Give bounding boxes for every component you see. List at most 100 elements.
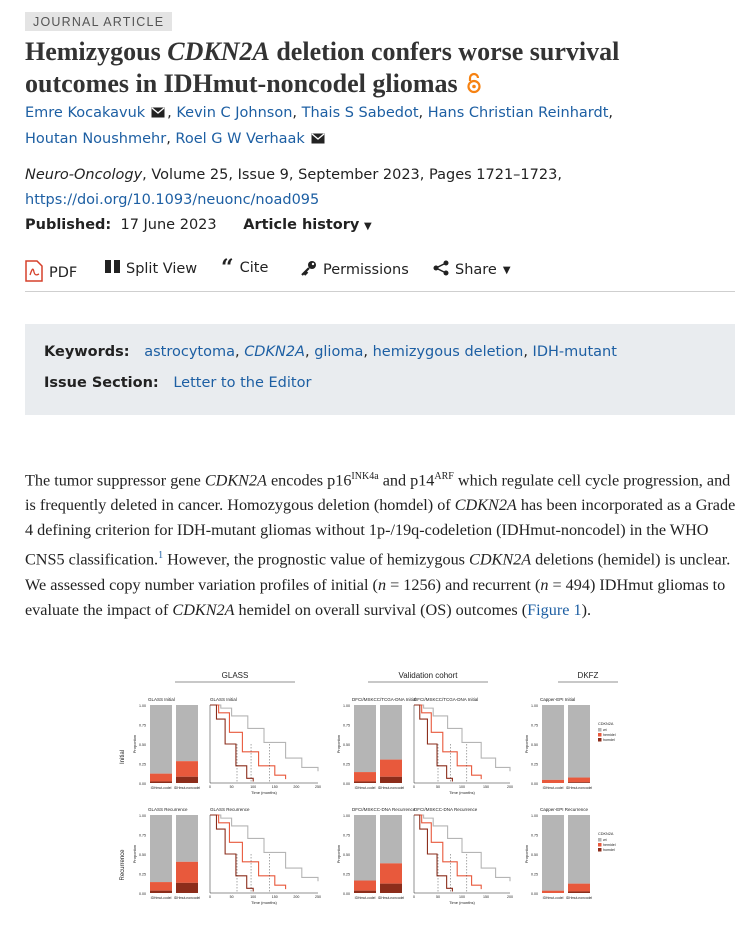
survival-curve xyxy=(414,814,453,892)
tick-label: 0.75 xyxy=(343,724,350,728)
keyword-link[interactable]: astrocytoma xyxy=(144,344,235,360)
panel-title: GLASS Recurrence xyxy=(210,807,250,812)
panel-title: Capper-EPI Recurrence xyxy=(540,807,589,812)
pdf-button[interactable]: PDF xyxy=(25,260,77,286)
legend-swatch xyxy=(598,843,602,847)
tick-label: 0.75 xyxy=(531,834,538,838)
tick-label: 1.00 xyxy=(139,814,146,818)
tick-label: 1.00 xyxy=(343,814,350,818)
tick-label: 50 xyxy=(230,785,234,789)
tick-label: 0.00 xyxy=(531,892,538,896)
tick-label: 0.25 xyxy=(531,873,538,877)
tick-label: 0.50 xyxy=(531,853,538,857)
author-link[interactable]: Kevin C Johnson xyxy=(176,105,293,121)
share-button[interactable]: Share ▼ xyxy=(433,260,511,280)
keyword-link[interactable]: glioma xyxy=(314,344,364,360)
survival-curve xyxy=(414,704,511,772)
bar-segment xyxy=(568,891,590,893)
tick-label: IDHmut-codel xyxy=(151,786,172,790)
author-link[interactable]: Houtan Noushmehr xyxy=(25,131,167,147)
keyword-link[interactable]: hemizygous deletion xyxy=(372,344,524,360)
tick-label: IDHmut-noncodel xyxy=(566,896,593,900)
legend-swatch xyxy=(598,733,602,737)
issue-section-link[interactable]: Letter to the Editor xyxy=(173,375,312,391)
keyword-link[interactable]: CDKN2A xyxy=(244,344,305,360)
intro-paragraph: The tumor suppressor gene CDKN2A encodes… xyxy=(25,471,736,619)
bar-segment xyxy=(150,705,172,774)
article-title: Hemizygous CDKN2A deletion confers worse… xyxy=(25,36,725,102)
article-toolbar: PDF Split View “ Cite Permissions Share … xyxy=(25,255,735,292)
tick-label: 0.50 xyxy=(139,743,146,747)
panel-title: Capper-EPI Initial xyxy=(540,697,575,702)
tick-label: 200 xyxy=(293,895,299,899)
tick-label: 0.25 xyxy=(139,873,146,877)
survival-curve xyxy=(210,704,254,782)
split-view-button[interactable]: Split View xyxy=(105,260,197,277)
issue-section-label: Issue Section: xyxy=(44,375,159,391)
figure-graphic: GLASS Validation cohort DKFZ Initial Recurre… xyxy=(120,671,618,905)
email-icon[interactable] xyxy=(151,102,165,127)
tick-label: IDHmut-noncodel xyxy=(174,786,201,790)
author-link[interactable]: Roel G W Verhaak xyxy=(175,131,305,147)
bar-segment xyxy=(568,815,590,884)
keyword-link[interactable]: IDH-mutant xyxy=(532,344,617,360)
author-link[interactable]: Thais S Sabedot xyxy=(301,105,419,121)
tick-label: 150 xyxy=(483,785,489,789)
axis-label: Time (months) xyxy=(251,790,277,795)
legend-swatch xyxy=(598,728,602,732)
legend-title: CDKN2A xyxy=(598,722,614,726)
email-icon[interactable] xyxy=(311,128,325,153)
legend-swatch xyxy=(598,838,602,842)
survival-curve xyxy=(414,814,511,882)
bar-segment xyxy=(354,815,376,881)
author-link[interactable]: Emre Kocakavuk xyxy=(25,105,146,121)
keywords-box: Keywords: astrocytoma, CDKN2A, glioma, h… xyxy=(25,324,735,415)
bar-segment xyxy=(176,705,198,762)
bar-segment xyxy=(568,782,590,783)
figure-link[interactable]: Figure 1 xyxy=(527,600,582,619)
axis-label: Proportion xyxy=(132,735,137,753)
bar-segment xyxy=(176,761,198,777)
reference-link[interactable]: 1 xyxy=(158,550,164,562)
doi-link[interactable]: https://doi.org/10.1093/neuonc/noad095 xyxy=(25,192,320,208)
issue-section-row: Issue Section: Letter to the Editor xyxy=(44,375,311,391)
survival-curve xyxy=(414,704,453,782)
bar-segment xyxy=(568,705,590,778)
survival-curve xyxy=(210,704,319,772)
panel-title: GLASS Recurrence xyxy=(148,807,188,812)
bar-segment xyxy=(542,815,564,891)
cite-button[interactable]: “ Cite xyxy=(221,255,269,281)
legend-label: hemidel xyxy=(603,843,616,847)
bar-segment xyxy=(568,883,590,892)
survival-curve xyxy=(210,814,287,890)
journal-name: Neuro-Oncology xyxy=(25,167,143,183)
tick-label: 200 xyxy=(293,785,299,789)
article-history-toggle[interactable]: Article history ▼ xyxy=(243,217,372,233)
figure-1[interactable]: GLASS Validation cohort DKFZ Initial Recurre… xyxy=(110,665,630,933)
tick-label: 0.00 xyxy=(343,782,350,786)
axis-label: Proportion xyxy=(336,845,341,863)
axis-label: Proportion xyxy=(524,845,529,863)
tick-label: 0.75 xyxy=(139,724,146,728)
citation: Neuro-Oncology, Volume 25, Issue 9, Sept… xyxy=(25,163,735,213)
bar-segment xyxy=(380,883,402,893)
tick-label: 0 xyxy=(413,785,415,789)
tick-label: 50 xyxy=(436,895,440,899)
legend-label: hemidel xyxy=(603,733,616,737)
row-label: Recurrence xyxy=(120,849,126,881)
permissions-button[interactable]: Permissions xyxy=(301,260,409,280)
tick-label: 0.75 xyxy=(139,834,146,838)
tick-label: 0.50 xyxy=(139,853,146,857)
author-link[interactable]: Hans Christian Reinhardt xyxy=(427,105,609,121)
row-label: Initial xyxy=(120,750,126,764)
axis-label: Time (months) xyxy=(251,900,277,905)
tick-label: IDHmut-codel xyxy=(355,786,376,790)
tick-label: 200 xyxy=(507,785,513,789)
tick-label: 0.75 xyxy=(343,834,350,838)
bar-segment xyxy=(354,880,376,891)
bar-segment xyxy=(380,815,402,864)
panel-title: DFCI/MSKCC/TCGA-DNA Initial xyxy=(414,697,478,702)
bar-segment xyxy=(542,705,564,780)
bar-segment xyxy=(542,890,564,893)
bar-segment xyxy=(176,815,198,862)
